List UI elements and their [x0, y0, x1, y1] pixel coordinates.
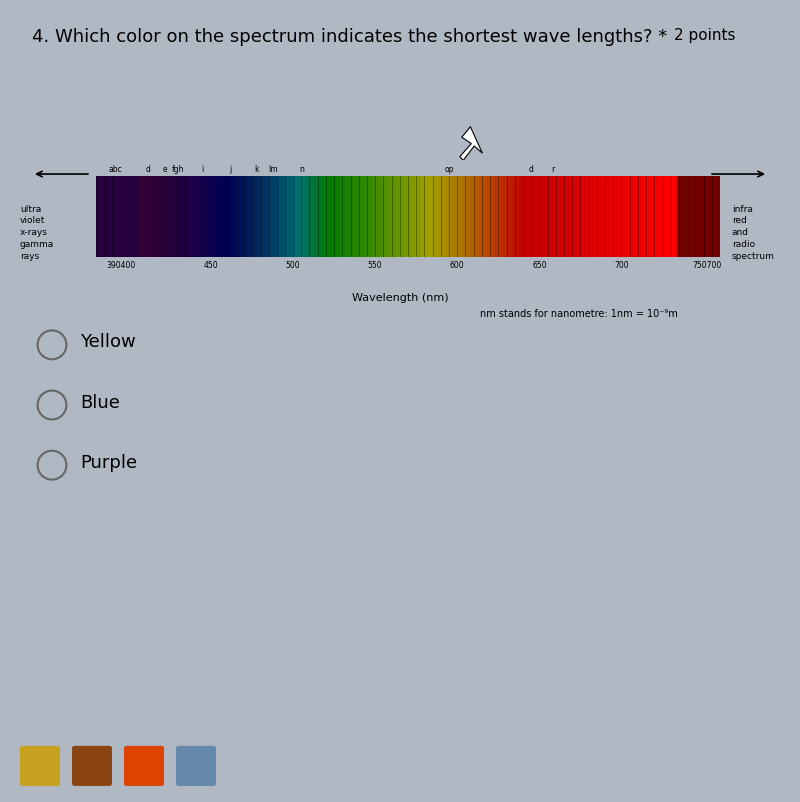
Text: infra
red
and
radio
spectrum: infra red and radio spectrum [732, 205, 775, 261]
Text: 2 points: 2 points [674, 28, 736, 43]
Text: Blue: Blue [80, 394, 120, 411]
Text: Yellow: Yellow [80, 334, 136, 351]
Text: d: d [146, 165, 151, 174]
Text: 600: 600 [450, 261, 465, 269]
Text: 750700: 750700 [692, 261, 722, 269]
Text: j: j [230, 165, 232, 174]
Text: i: i [202, 165, 204, 174]
Text: nm stands for nanometre: 1nm = 10⁻⁹m: nm stands for nanometre: 1nm = 10⁻⁹m [480, 309, 678, 318]
Text: fgh: fgh [172, 165, 184, 174]
Text: k: k [254, 165, 259, 174]
Text: r: r [551, 165, 554, 174]
Text: 450: 450 [204, 261, 218, 269]
Text: lm: lm [269, 165, 278, 174]
Text: 550: 550 [368, 261, 382, 269]
Text: n: n [299, 165, 304, 174]
Text: 4. Which color on the spectrum indicates the shortest wave lengths? *: 4. Which color on the spectrum indicates… [32, 28, 667, 46]
Text: 390400: 390400 [106, 261, 135, 269]
Text: op: op [444, 165, 454, 174]
Text: e: e [162, 165, 167, 174]
Text: d: d [529, 165, 534, 174]
Text: Wavelength (nm): Wavelength (nm) [352, 293, 448, 302]
Polygon shape [460, 127, 482, 160]
Text: ultra
violet
x-rays
gamma
rays: ultra violet x-rays gamma rays [20, 205, 54, 261]
Text: 700: 700 [614, 261, 629, 269]
Text: Purple: Purple [80, 454, 137, 472]
Text: 650: 650 [532, 261, 546, 269]
Text: abc: abc [109, 165, 122, 174]
Text: 500: 500 [286, 261, 300, 269]
